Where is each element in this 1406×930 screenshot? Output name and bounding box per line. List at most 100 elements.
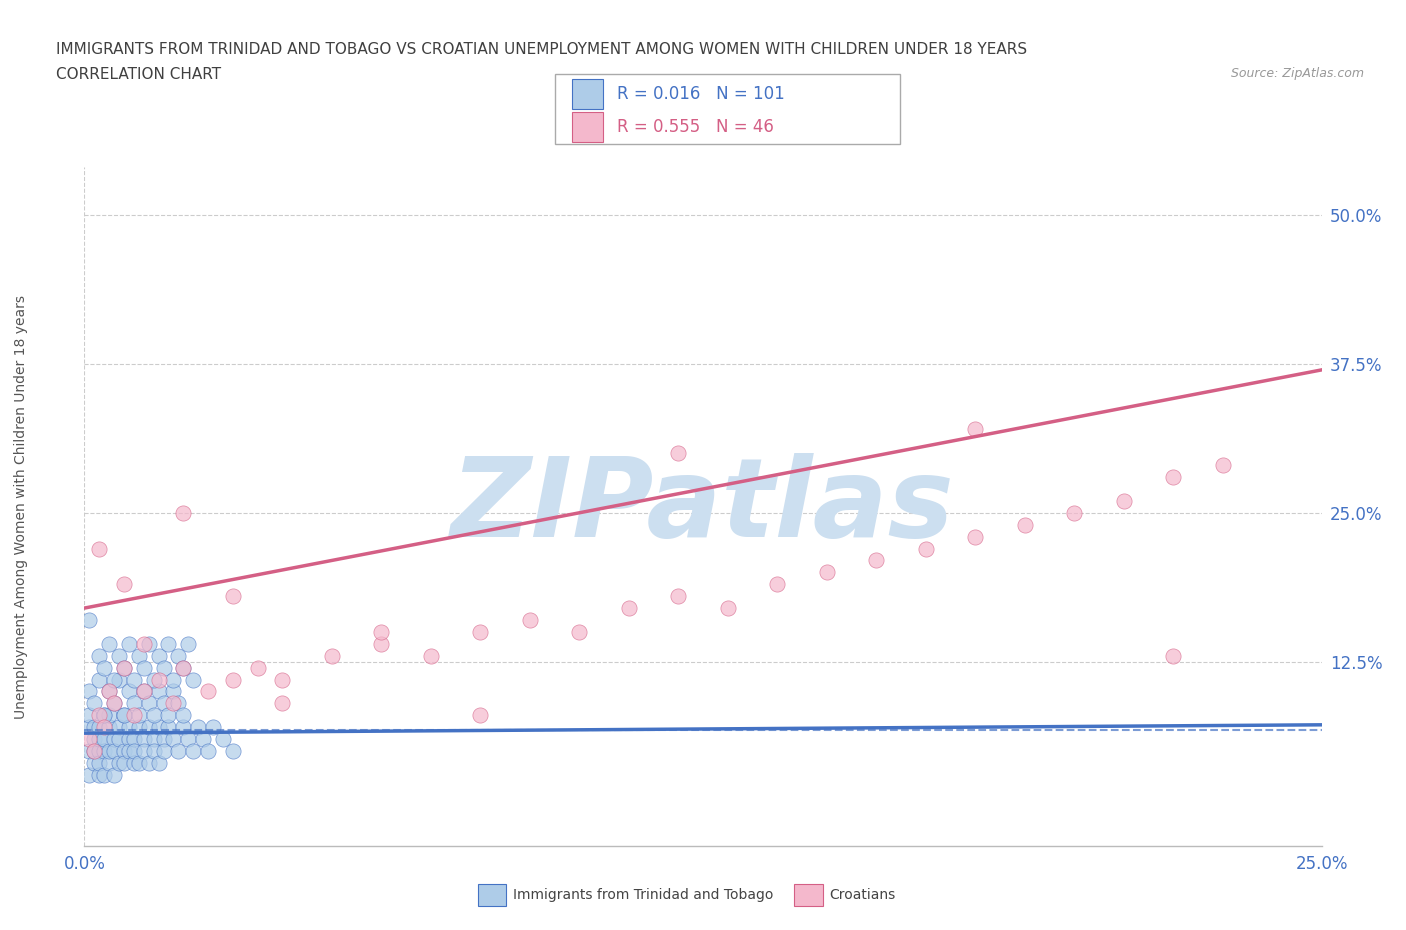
Point	[93, 708, 115, 723]
Point	[103, 696, 125, 711]
Point	[108, 672, 131, 687]
Point	[79, 613, 101, 628]
Point	[98, 744, 121, 759]
Point	[83, 732, 105, 747]
Point	[122, 755, 145, 770]
Point	[89, 744, 111, 759]
Point	[1014, 517, 1036, 532]
Point	[197, 684, 219, 699]
Point	[142, 708, 165, 723]
Point	[766, 577, 789, 591]
Point	[202, 720, 225, 735]
Point	[93, 660, 115, 675]
Point	[128, 755, 150, 770]
Point	[93, 744, 115, 759]
Point	[157, 636, 180, 651]
Point	[118, 720, 141, 735]
Point	[93, 720, 115, 735]
Point	[177, 636, 200, 651]
Point	[157, 720, 180, 735]
Point	[172, 660, 194, 675]
Point	[98, 684, 121, 699]
Point	[103, 696, 125, 711]
Point	[172, 720, 194, 735]
Point	[98, 720, 121, 735]
Point	[666, 445, 689, 460]
Point	[112, 755, 135, 770]
Point	[132, 732, 155, 747]
Point	[122, 672, 145, 687]
Point	[138, 755, 160, 770]
Point	[89, 708, 111, 723]
Text: R = 0.016   N = 101: R = 0.016 N = 101	[617, 85, 785, 103]
Point	[103, 744, 125, 759]
Point	[122, 744, 145, 759]
Point	[187, 720, 209, 735]
Point	[128, 720, 150, 735]
Point	[167, 744, 190, 759]
Point	[118, 636, 141, 651]
Point	[122, 696, 145, 711]
Point	[89, 720, 111, 735]
Point	[370, 624, 392, 639]
Point	[83, 720, 105, 735]
Point	[370, 636, 392, 651]
Point	[89, 767, 111, 782]
Point	[865, 553, 887, 568]
Point	[172, 660, 194, 675]
Point	[112, 660, 135, 675]
Point	[172, 505, 194, 520]
Text: Immigrants from Trinidad and Tobago: Immigrants from Trinidad and Tobago	[513, 887, 773, 902]
Point	[666, 589, 689, 604]
Point	[162, 732, 184, 747]
Point	[112, 708, 135, 723]
Point	[197, 744, 219, 759]
Point	[79, 720, 101, 735]
Point	[271, 696, 294, 711]
Point	[89, 541, 111, 556]
Point	[568, 624, 591, 639]
Point	[172, 708, 194, 723]
Point	[118, 684, 141, 699]
Point	[419, 648, 441, 663]
Point	[142, 732, 165, 747]
Point	[222, 589, 245, 604]
Point	[103, 732, 125, 747]
Point	[132, 684, 155, 699]
Text: IMMIGRANTS FROM TRINIDAD AND TOBAGO VS CROATIAN UNEMPLOYMENT AMONG WOMEN WITH CH: IMMIGRANTS FROM TRINIDAD AND TOBAGO VS C…	[56, 42, 1028, 57]
Point	[98, 755, 121, 770]
Point	[167, 696, 190, 711]
Point	[717, 601, 740, 616]
Point	[162, 696, 184, 711]
Text: Unemployment Among Women with Children Under 18 years: Unemployment Among Women with Children U…	[14, 295, 28, 719]
Point	[148, 720, 170, 735]
Point	[142, 672, 165, 687]
Point	[157, 708, 180, 723]
Point	[222, 672, 245, 687]
Point	[132, 684, 155, 699]
Point	[93, 708, 115, 723]
Point	[112, 660, 135, 675]
Point	[181, 672, 204, 687]
Point	[148, 755, 170, 770]
Point	[152, 660, 174, 675]
Point	[132, 744, 155, 759]
Point	[89, 755, 111, 770]
Point	[98, 636, 121, 651]
Point	[1112, 494, 1135, 509]
Point	[246, 660, 269, 675]
Point	[132, 660, 155, 675]
Point	[79, 708, 101, 723]
Point	[815, 565, 838, 579]
Point	[89, 648, 111, 663]
Point	[177, 732, 200, 747]
Point	[112, 744, 135, 759]
Point	[93, 732, 115, 747]
Point	[83, 744, 105, 759]
Point	[138, 696, 160, 711]
Point	[93, 767, 115, 782]
Point	[470, 708, 492, 723]
Text: CORRELATION CHART: CORRELATION CHART	[56, 67, 221, 82]
Point	[142, 744, 165, 759]
Text: Source: ZipAtlas.com: Source: ZipAtlas.com	[1230, 67, 1364, 80]
